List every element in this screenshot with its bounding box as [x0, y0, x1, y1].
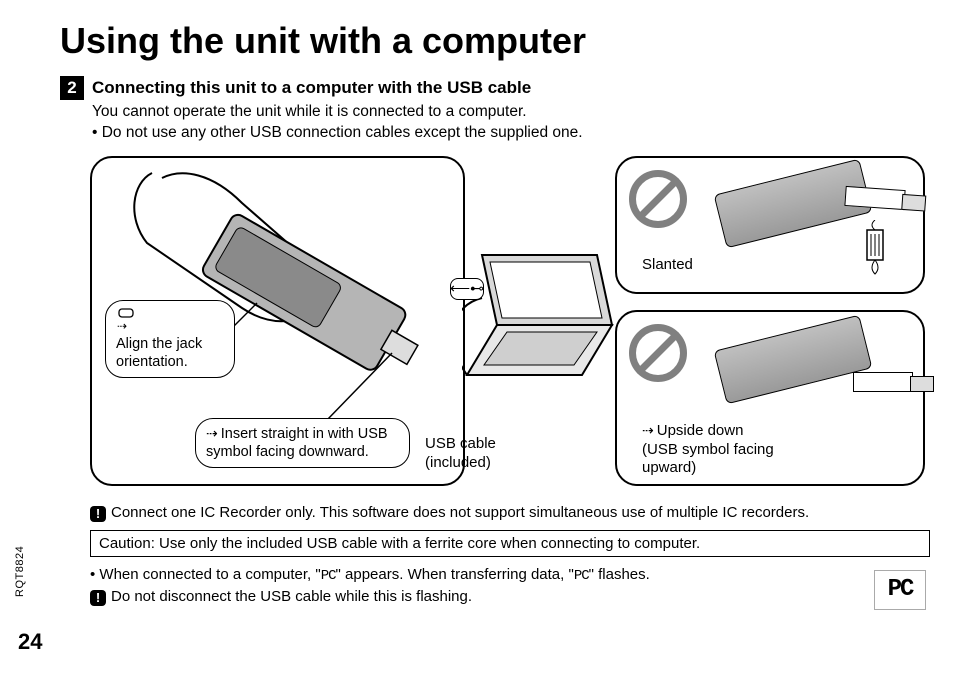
callout-align-text: Align the jack orientation.	[116, 336, 202, 370]
bottom-section: ! Connect one IC Recorder only. This sof…	[60, 504, 930, 606]
info-icon: !	[90, 506, 106, 522]
caution-box: Caution: Use only the included USB cable…	[90, 530, 930, 557]
connected-part-b: " appears. When transferring data, "	[336, 566, 574, 583]
intro-bullet: • Do not use any other USB connection ca…	[92, 123, 930, 144]
connected-part-a: • When connected to a computer, "	[90, 566, 321, 583]
prohibit-icon	[629, 170, 687, 228]
callout-insert-text: Insert straight in with USB symbol facin…	[206, 426, 388, 460]
section-title: Connecting this unit to a computer with …	[92, 78, 531, 98]
connected-part-c: " flashes.	[589, 566, 650, 583]
usb-symbol-icon	[206, 426, 221, 442]
ferrite-icon	[855, 220, 895, 280]
label-upside-text: Upside down (USB symbol facing upward)	[642, 422, 774, 477]
notice-disconnect-text: Do not disconnect the USB cable while th…	[111, 588, 472, 605]
pc-glyph: PC	[321, 568, 336, 584]
pc-badge-icon: PC	[874, 570, 926, 610]
usb-plug-upside	[853, 372, 913, 392]
usb-symbol-icon	[642, 422, 657, 439]
prohibit-icon	[629, 324, 687, 382]
usb-plug-slanted	[844, 186, 905, 210]
label-slanted: Slanted	[642, 256, 693, 273]
intro-text: You cannot operate the unit while it is …	[92, 102, 930, 144]
section-header: 2 Connecting this unit to a computer wit…	[60, 76, 930, 100]
usb-tag-icon: ⟵⊷	[450, 278, 484, 300]
footer-bullet-connected: • When connected to a computer, "PC" app…	[90, 565, 930, 586]
svg-text:⇢: ⇢	[117, 319, 127, 333]
intro-line: You cannot operate the unit while it is …	[92, 102, 930, 123]
notice-multi: ! Connect one IC Recorder only. This sof…	[90, 504, 930, 522]
recorder-upside-illustration	[714, 315, 873, 405]
doc-code: RQT8824	[14, 546, 26, 597]
pc-glyph: PC	[574, 568, 589, 584]
laptop-illustration	[462, 250, 617, 380]
diagram-area: ⇢ Align the jack orientation. Insert str…	[60, 150, 930, 500]
label-upside: Upside down (USB symbol facing upward)	[642, 422, 774, 478]
page-number: 24	[18, 629, 42, 655]
info-icon: !	[90, 590, 106, 606]
usb-cable-label: USB cable (included)	[425, 435, 496, 473]
notice-multi-text: Connect one IC Recorder only. This softw…	[111, 504, 809, 521]
manual-page: Using the unit with a computer 2 Connect…	[60, 20, 930, 606]
callout-align: ⇢ Align the jack orientation.	[105, 300, 235, 378]
step-number-badge: 2	[60, 76, 84, 100]
notice-disconnect: ! Do not disconnect the USB cable while …	[90, 588, 930, 606]
jack-align-icon: ⇢	[116, 307, 136, 333]
callout-insert: Insert straight in with USB symbol facin…	[195, 418, 410, 468]
page-title: Using the unit with a computer	[60, 20, 930, 62]
panel-slanted	[615, 156, 925, 294]
